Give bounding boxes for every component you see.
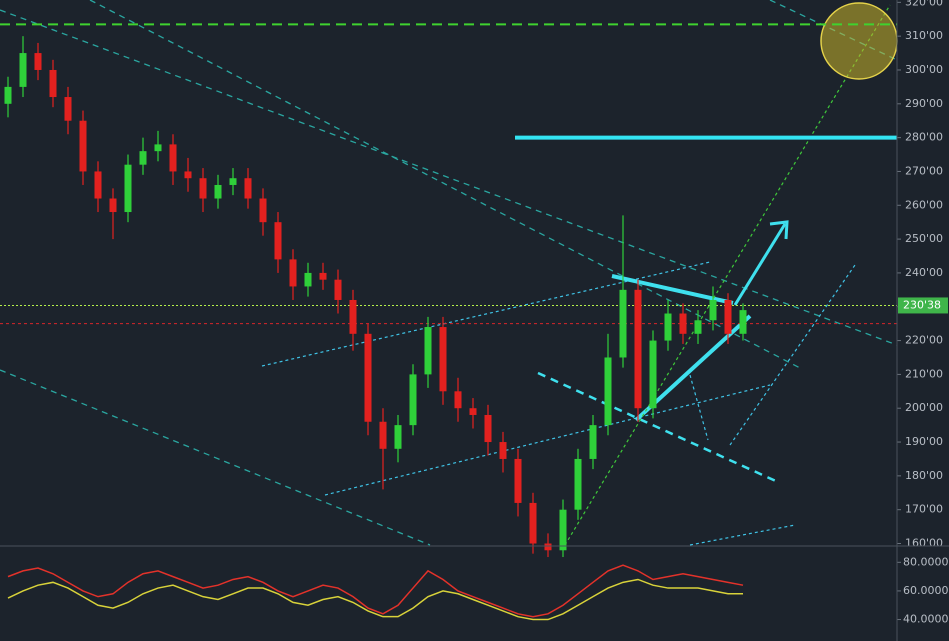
candle-body — [394, 425, 402, 449]
trend-line — [89, 0, 801, 369]
candle-body — [274, 222, 282, 260]
candle-body — [139, 151, 147, 165]
candle-body — [709, 299, 717, 321]
last-price-label: 230'38 — [903, 298, 941, 311]
candle-body — [94, 171, 102, 199]
candle-body — [589, 425, 597, 459]
candle-body — [19, 53, 27, 87]
arrow — [729, 264, 856, 446]
y-tick-label: 310'00 — [905, 29, 943, 42]
target-circle — [820, 2, 898, 80]
y-tick-label: 280'00 — [905, 131, 943, 144]
candle-body — [454, 391, 462, 409]
candle-body — [349, 299, 357, 334]
candle-body — [469, 408, 477, 415]
candle-body — [484, 414, 492, 443]
candle-body — [574, 458, 582, 510]
candle-body — [259, 198, 267, 223]
candle-body — [214, 184, 222, 199]
y-tick-label: 240'00 — [905, 266, 943, 279]
y-tick-label: 290'00 — [905, 97, 943, 110]
candle-body — [244, 178, 252, 199]
candle-body — [379, 421, 387, 449]
candle-body — [664, 313, 672, 341]
oscillator-line — [7, 578, 743, 621]
candle-body — [124, 164, 132, 213]
candle-body — [649, 340, 657, 409]
wedge-line — [537, 371, 779, 484]
candle-body — [559, 509, 567, 551]
y-tick-label: 60.0000 — [903, 584, 949, 597]
y-tick-label: 80.0000 — [903, 555, 949, 568]
candle-body — [604, 357, 612, 426]
candle-body — [364, 333, 372, 422]
plot: 160'00 170'00 180'00 190'00 200'00 210'00 220'… — [0, 0, 949, 626]
candle-body — [169, 144, 177, 172]
candle-body — [109, 198, 117, 213]
candle-body — [289, 259, 297, 287]
candle-body — [154, 144, 162, 152]
candle-body — [724, 299, 732, 334]
y-tick-label: 220'00 — [905, 334, 943, 347]
candle-body — [229, 178, 237, 185]
y-tick-label: 200'00 — [905, 401, 943, 414]
candle-body — [49, 69, 57, 98]
y-tick-label: 250'00 — [905, 232, 943, 245]
candle-body — [4, 86, 12, 104]
trend-line — [0, 9, 898, 346]
y-tick-label: 40.0000 — [903, 613, 949, 626]
candle-body — [424, 327, 432, 375]
y-tick-label: 270'00 — [905, 164, 943, 177]
y-tick-label: 160'00 — [905, 537, 943, 550]
candle-body — [529, 502, 537, 544]
candle-body — [514, 458, 522, 503]
candle-body — [79, 120, 87, 172]
candle-body — [499, 442, 507, 459]
arrow — [689, 374, 709, 441]
candle-body — [544, 543, 552, 551]
y-tick-label: 210'00 — [905, 367, 943, 380]
candle-body — [184, 171, 192, 179]
candle-body — [304, 272, 312, 287]
candle-body — [199, 178, 207, 199]
trend-line — [0, 369, 431, 546]
y-tick-label: 260'00 — [905, 198, 943, 211]
candle-body — [409, 374, 417, 426]
candle-body — [619, 289, 627, 358]
candle-body — [64, 97, 72, 121]
candle-body — [634, 289, 642, 409]
candle-body — [439, 327, 447, 392]
channel-line — [324, 384, 771, 496]
y-tick-label: 300'00 — [905, 63, 943, 76]
candle-body — [694, 320, 702, 334]
candle-body — [334, 279, 342, 300]
y-tick-label: 170'00 — [905, 503, 943, 516]
channel-line — [261, 261, 711, 367]
arrow — [733, 223, 787, 306]
y-tick-label: 320'00 — [905, 0, 943, 8]
candle-body — [319, 272, 327, 280]
candle-body — [679, 313, 687, 334]
last-price-box — [898, 297, 948, 314]
arrow-head — [769, 220, 789, 240]
candle-body — [739, 310, 747, 334]
y-tick-label: 180'00 — [905, 469, 943, 482]
y-tick-label: 190'00 — [905, 435, 943, 448]
oscillator-line — [7, 564, 744, 618]
candle-body — [34, 53, 42, 70]
